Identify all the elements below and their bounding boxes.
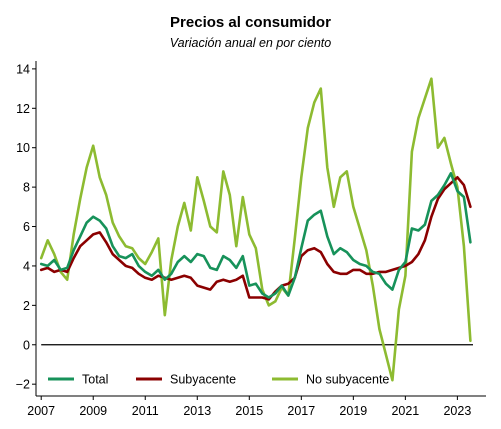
- x-tick-label: 2023: [443, 404, 471, 418]
- y-tick-label: 2: [23, 299, 30, 313]
- y-tick-label: 0: [23, 338, 30, 352]
- y-tick-label: −2: [16, 378, 30, 392]
- chart-title: Precios al consumidor: [170, 14, 331, 31]
- series-line-total: [39, 172, 472, 299]
- series-line-no-subyacente: [39, 77, 472, 382]
- legend-label: Total: [82, 373, 108, 387]
- y-tick-label: 4: [23, 259, 30, 273]
- x-tick-label: 2019: [339, 404, 367, 418]
- legend-label: No subyacente: [306, 373, 389, 387]
- x-tick-label: 2017: [287, 404, 315, 418]
- y-tick-label: 6: [23, 220, 30, 234]
- chart-subtitle: Variación anual en por ciento: [169, 36, 332, 50]
- y-tick-label: 12: [16, 102, 30, 116]
- legend-label: Subyacente: [170, 373, 236, 387]
- y-tick-label: 8: [23, 181, 30, 195]
- y-tick-label: 14: [16, 62, 30, 76]
- x-tick-label: 2011: [132, 404, 159, 418]
- x-tick-label: 2021: [391, 404, 419, 418]
- x-tick-label: 2007: [27, 404, 55, 418]
- x-tick-label: 2015: [235, 404, 263, 418]
- x-tick-label: 2009: [79, 404, 107, 418]
- y-tick-label: 10: [16, 141, 30, 155]
- x-tick-label: 2013: [183, 404, 211, 418]
